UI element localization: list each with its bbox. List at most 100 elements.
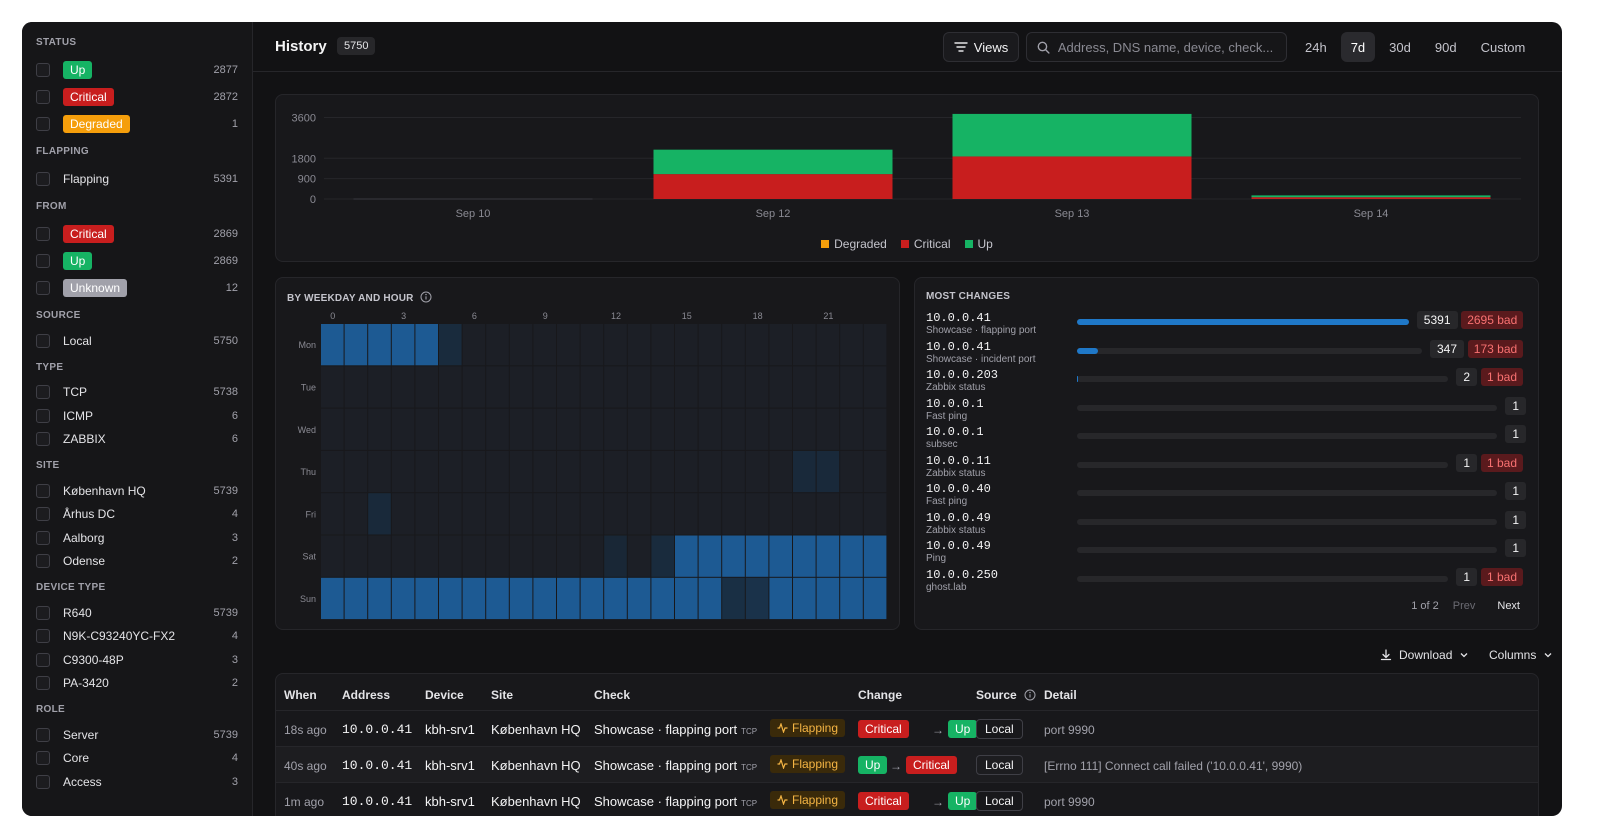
column-header-source[interactable]: Source [976, 688, 1036, 702]
range-24h[interactable]: 24h [1305, 39, 1327, 55]
checkbox[interactable] [36, 253, 50, 268]
column-header-device[interactable]: Device [425, 688, 464, 702]
most-changes-row[interactable]: 10.0.0.41 Showcase · incident port 173 bad… [926, 339, 1526, 369]
legend-item-critical[interactable]: Critical [900, 237, 951, 251]
most-changes-row[interactable]: 10.0.0.11 Zabbix status 1 bad 1 [926, 453, 1526, 483]
filter-source: SOURCE Local 5750 [36, 309, 238, 353]
checkbox[interactable] [36, 605, 50, 620]
info-icon[interactable] [1024, 689, 1036, 701]
column-header-when[interactable]: When [284, 688, 317, 702]
checkbox[interactable] [36, 171, 50, 186]
column-header-site[interactable]: Site [491, 688, 514, 702]
most-changes-row[interactable]: 10.0.0.1 Fast ping 1 [926, 396, 1527, 426]
heatmap-cell [533, 450, 556, 493]
row-address: 10.0.0.250 [926, 567, 999, 582]
filter-option-icmp[interactable]: ICMP 6 [36, 404, 238, 428]
checkbox[interactable] [36, 226, 50, 241]
filter-option-from-unknown[interactable]: Unknown 12 [36, 274, 238, 301]
most-changes-row[interactable]: 10.0.0.40 Fast ping 1 [926, 482, 1527, 511]
heatmap-cell [486, 577, 509, 620]
filter-option-up[interactable]: Up 2877 [36, 56, 238, 83]
checkbox[interactable] [36, 676, 50, 691]
most-changes-row[interactable]: 10.0.0.49 Zabbix status 1 [926, 510, 1527, 540]
column-header-check[interactable]: Check [594, 688, 631, 702]
filter-option-device-type[interactable]: PA-3420 2 [36, 672, 238, 696]
heatmap-cell [627, 577, 651, 620]
heatmap-cell [840, 577, 863, 620]
next-button[interactable]: Next [1497, 600, 1520, 612]
range-custom[interactable]: Custom [1480, 39, 1526, 55]
most-changes-row[interactable]: 10.0.0.41 Showcase · flapping port 2695 ba… [926, 311, 1526, 340]
filter-option-site[interactable]: Odense 2 [36, 550, 238, 574]
filter-label: Core [63, 751, 90, 766]
filter-option-tcp[interactable]: TCP 5738 [36, 381, 238, 405]
filter-option-site[interactable]: Århus DC 4 [36, 503, 238, 527]
filter-option-critical[interactable]: Critical 2872 [36, 83, 238, 110]
prev-button[interactable]: Prev [1452, 600, 1476, 612]
filter-option-from-up[interactable]: Up 2869 [36, 247, 238, 274]
table-row[interactable]: 18s ago 10.0.0.41 kbh-srv1 København HQ Show… [276, 710, 1538, 746]
heatmap-cell [769, 493, 792, 535]
legend-item-degraded[interactable]: Degraded [821, 237, 887, 251]
filter-option-site[interactable]: Aalborg 3 [36, 526, 238, 550]
filter-option-device-type[interactable]: R640 5739 [36, 601, 238, 625]
filter-option-device-type[interactable]: C9300-48P 3 [36, 648, 238, 672]
checkbox[interactable] [36, 483, 50, 498]
checkbox[interactable] [36, 408, 50, 423]
checkbox[interactable] [36, 751, 50, 766]
checkbox[interactable] [36, 385, 50, 400]
checkbox[interactable] [36, 280, 50, 295]
column-header-change[interactable]: Change [858, 688, 903, 702]
checkbox[interactable] [36, 62, 50, 77]
search-box[interactable] [1026, 32, 1287, 62]
checkbox[interactable] [36, 554, 50, 569]
legend-item-up[interactable]: Up [964, 237, 993, 251]
checkbox[interactable] [36, 116, 50, 131]
info-icon[interactable] [420, 291, 432, 303]
row-check: Fast ping [926, 496, 968, 507]
filter-count: 5750 [213, 334, 238, 347]
filter-option-flapping[interactable]: Flapping 5391 [36, 165, 238, 192]
checkbox[interactable] [36, 530, 50, 545]
table-row[interactable]: 1m ago 10.0.0.41 kbh-srv1 København HQ Showc… [276, 782, 1538, 816]
table-row[interactable]: 40s ago 10.0.0.41 kbh-srv1 København HQ Show… [276, 746, 1538, 782]
checkbox[interactable] [36, 629, 50, 644]
filter-option-degraded[interactable]: Degraded 1 [36, 110, 238, 137]
checkbox[interactable] [36, 333, 50, 348]
heatmap-cell [863, 535, 887, 577]
columns-button[interactable]: Columns [1489, 648, 1553, 662]
filter-option-role[interactable]: Server 5739 [36, 723, 238, 747]
filter-option-zabbix[interactable]: ZABBIX 6 [36, 428, 238, 452]
range-7d[interactable]: 7d [1340, 32, 1376, 62]
most-changes-row[interactable]: 10.0.0.250 ghost.lab 1 bad 1 [926, 567, 1526, 597]
column-header-detail[interactable]: Detail [1044, 688, 1077, 702]
download-button[interactable]: Download [1380, 648, 1469, 662]
most-changes-row[interactable]: 10.0.0.203 Zabbix status 1 bad 2 [926, 368, 1526, 397]
filter-count: 5739 [213, 484, 238, 497]
checkbox[interactable] [36, 432, 50, 447]
filter-option-role[interactable]: Core 4 [36, 747, 238, 771]
views-button[interactable]: Views [943, 32, 1019, 62]
checkbox[interactable] [36, 774, 50, 789]
heatmap-cell [462, 535, 486, 577]
heatmap-cell [675, 408, 698, 450]
heatmap-cell [486, 535, 509, 577]
search-input[interactable] [1057, 39, 1286, 55]
range-90d[interactable]: 90d [1434, 39, 1457, 55]
filter-option-local[interactable]: Local 5750 [36, 329, 238, 353]
y-tick-label: 900 [298, 174, 316, 186]
checkbox[interactable] [36, 727, 50, 742]
filter-option-device-type[interactable]: N9K-C93240YC-FX2 4 [36, 625, 238, 649]
checkbox[interactable] [36, 507, 50, 522]
x-tick-label: Sep 10 [456, 208, 491, 220]
count-badge: 5750 [337, 37, 376, 55]
most-changes-row[interactable]: 10.0.0.49 Ping 1 [926, 539, 1527, 568]
filter-option-role[interactable]: Access 3 [36, 770, 238, 794]
column-header-address[interactable]: Address [342, 688, 391, 702]
range-30d[interactable]: 30d [1389, 39, 1411, 55]
checkbox[interactable] [36, 652, 50, 667]
checkbox[interactable] [36, 89, 50, 104]
filter-option-site[interactable]: København HQ 5739 [36, 479, 238, 503]
most-changes-row[interactable]: 10.0.0.1 subsec 1 [926, 425, 1527, 454]
filter-option-from-critical[interactable]: Critical 2869 [36, 220, 238, 247]
